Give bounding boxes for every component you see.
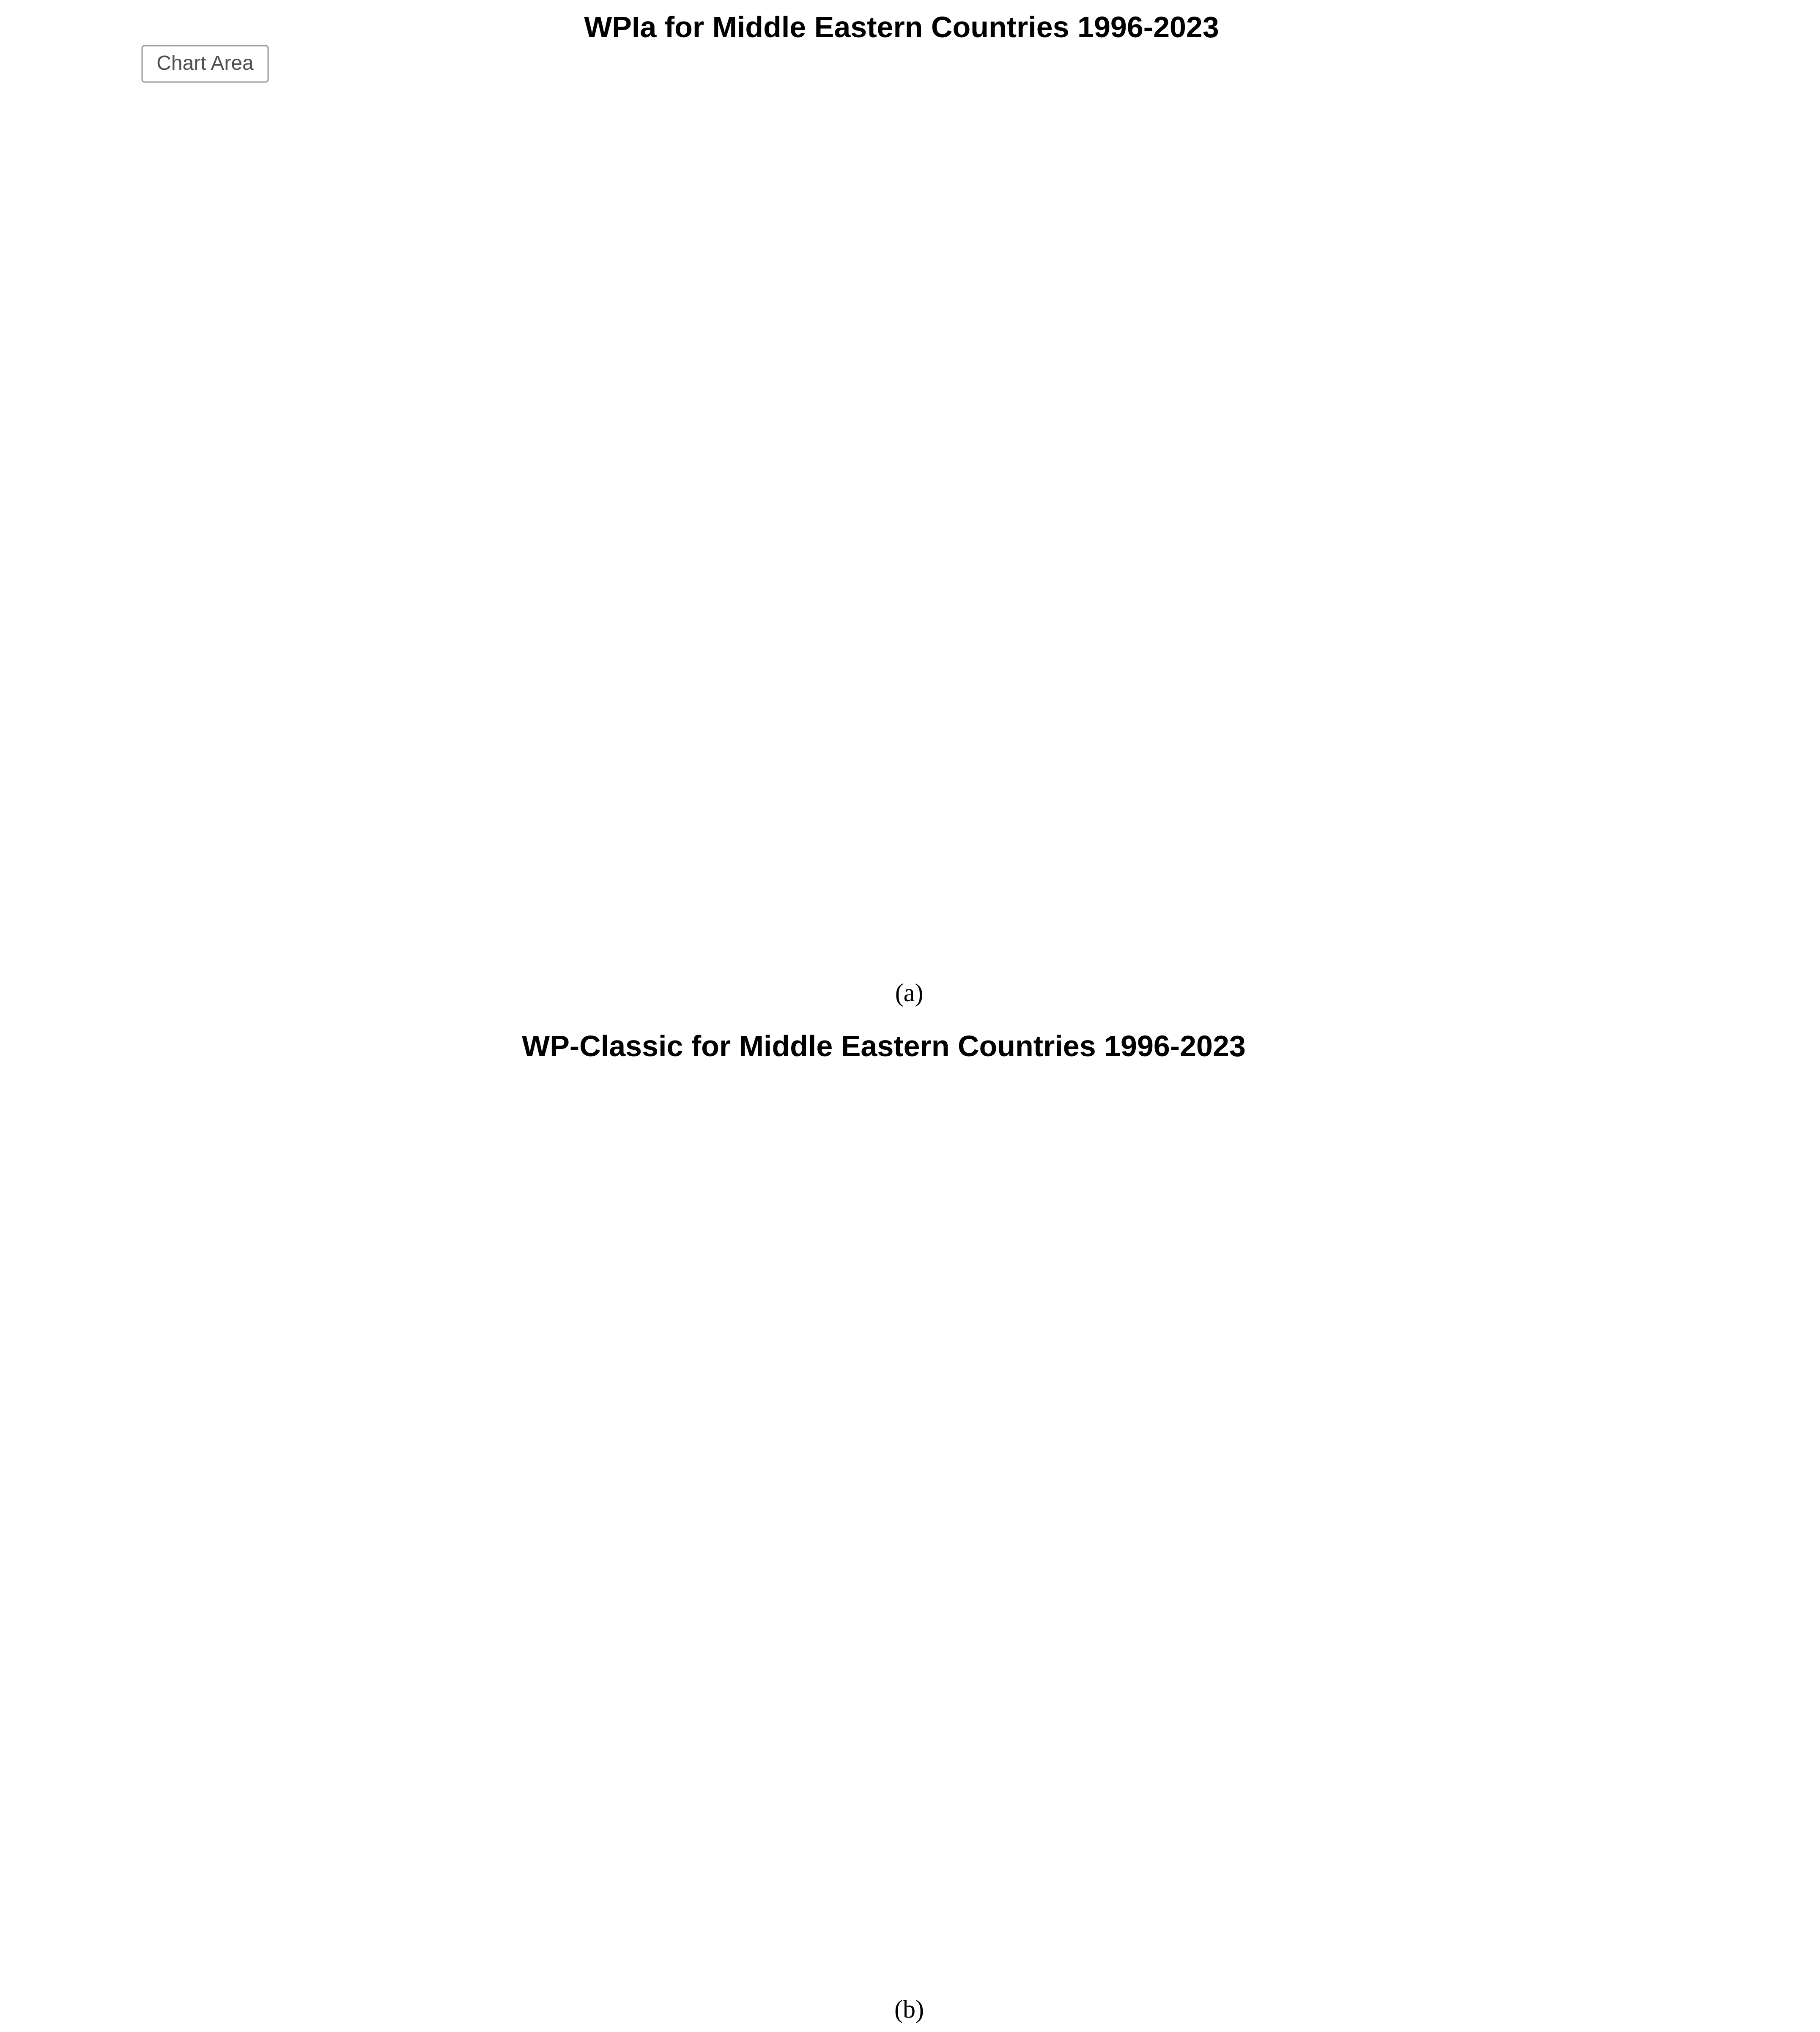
tooltip-text: Chart Area bbox=[156, 52, 254, 74]
panel-a-caption: (a) bbox=[895, 979, 924, 1007]
chart-a-title: WPIa for Middle Eastern Countries 1996-2… bbox=[584, 11, 1219, 44]
chart-b: WP-Classic for Middle Eastern Countries … bbox=[522, 1030, 1246, 2023]
chart-b-title: WP-Classic for Middle Eastern Countries … bbox=[522, 1030, 1246, 1063]
tooltip-box bbox=[141, 45, 269, 83]
chart-a: WPIa for Middle Eastern Countries 1996-2… bbox=[141, 11, 1219, 1007]
chart-a-area-tooltip: Chart Area bbox=[141, 45, 269, 83]
panel-b-caption: (b) bbox=[894, 1995, 924, 2023]
